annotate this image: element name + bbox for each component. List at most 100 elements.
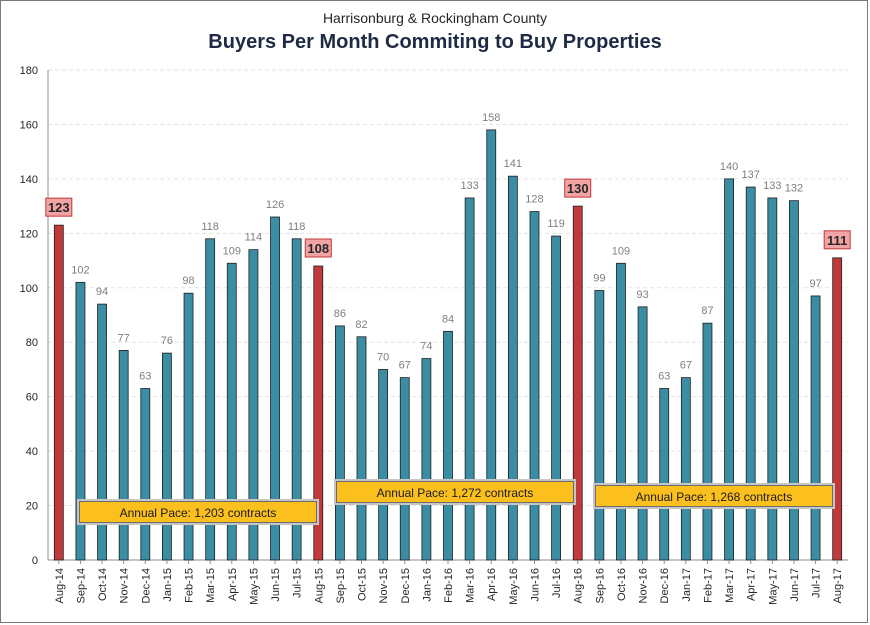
data-label: 99 (593, 273, 605, 285)
y-tick-label: 160 (20, 119, 38, 131)
data-label: 77 (118, 332, 130, 344)
x-tick-label: Nov-15 (378, 568, 390, 603)
data-label: 82 (355, 319, 367, 331)
bar (334, 325, 345, 561)
y-tick-label: 20 (26, 501, 38, 513)
chart-title: Buyers Per Month Commiting to Buy Proper… (208, 31, 662, 53)
y-tick-label: 140 (20, 174, 38, 186)
data-label: 76 (161, 335, 173, 347)
data-label: 130 (567, 181, 589, 196)
data-label: 111 (827, 233, 847, 248)
data-label: 63 (139, 371, 151, 383)
data-label: 63 (658, 371, 670, 383)
x-tick-label: Jul-17 (811, 568, 823, 598)
data-label: 118 (201, 221, 219, 233)
annual-pace-annotation-1: Annual Pace: 1,203 contracts (79, 501, 317, 523)
x-tick-label: May-16 (508, 568, 520, 605)
bar (443, 330, 453, 561)
data-label: 102 (71, 264, 89, 276)
x-tick-label: Nov-14 (119, 568, 131, 603)
bar (118, 349, 129, 561)
data-label: 140 (720, 161, 738, 173)
x-tick-label: Oct-14 (97, 568, 109, 601)
data-label: 133 (763, 180, 781, 192)
x-tick-label: Mar-16 (465, 568, 477, 603)
data-label: 158 (482, 112, 500, 124)
bar (421, 358, 432, 561)
data-label: 141 (504, 158, 522, 170)
data-label: 87 (701, 305, 713, 317)
bar (53, 224, 64, 561)
data-label-box (823, 230, 851, 250)
x-tick-label: Aug-15 (313, 568, 325, 603)
bar (529, 211, 540, 561)
x-tick-label: May-17 (767, 568, 779, 605)
y-tick-label: 100 (20, 283, 38, 295)
data-label: 74 (420, 341, 432, 353)
x-tick-label: Jan-16 (421, 568, 433, 602)
y-tick-label: 40 (26, 446, 38, 458)
data-label: 97 (809, 278, 821, 290)
data-label: 132 (785, 183, 803, 195)
x-tick-label: Oct-15 (357, 568, 369, 601)
data-label: 137 (742, 169, 760, 181)
x-tick-label: Nov-16 (638, 568, 650, 603)
annual-pace-annotation-2: Annual Pace: 1,272 contracts (336, 481, 574, 503)
data-label: 94 (96, 286, 108, 298)
data-label: 84 (442, 313, 454, 325)
y-tick-label: 80 (26, 337, 38, 349)
data-label: 123 (48, 200, 70, 215)
data-label: 109 (223, 245, 241, 257)
x-tick-label: Feb-16 (443, 568, 455, 603)
bar (637, 306, 648, 561)
x-tick-label: Dec-16 (659, 568, 671, 603)
x-tick-label: May-15 (248, 568, 260, 605)
y-tick-label: 120 (20, 228, 38, 240)
x-tick-label: Aug-16 (573, 568, 585, 603)
bar (832, 257, 843, 561)
x-tick-label: Dec-14 (140, 568, 152, 603)
data-label: 118 (288, 221, 306, 233)
x-tick-label: Apr-16 (486, 568, 498, 601)
y-tick-label: 180 (20, 65, 38, 77)
bar (572, 205, 583, 561)
bar (162, 352, 172, 561)
data-label-box (304, 238, 332, 258)
data-label: 114 (245, 232, 263, 244)
x-tick-label: Oct-16 (616, 568, 628, 601)
x-tick-label: Mar-15 (205, 568, 217, 603)
x-tick-label: Apr-15 (227, 568, 239, 601)
x-tick-label: Sep-14 (75, 568, 87, 603)
x-tick-label: Mar-17 (724, 568, 736, 603)
bar (810, 295, 821, 561)
x-tick-label: Jun-17 (789, 568, 801, 602)
x-tick-label: Jun-16 (529, 568, 541, 602)
data-label: 70 (377, 351, 389, 363)
x-tick-label: Jan-15 (162, 568, 174, 602)
data-label: 128 (525, 194, 543, 206)
data-label-box (45, 197, 73, 217)
bar (356, 336, 367, 561)
x-tick-label: Dec-15 (400, 568, 412, 603)
bar (378, 369, 389, 561)
data-label: 126 (266, 199, 284, 211)
y-tick-label: 0 (32, 555, 38, 567)
bar (140, 388, 151, 561)
x-tick-label: Sep-16 (594, 568, 606, 603)
data-label: 67 (399, 360, 411, 372)
data-label: 98 (182, 275, 194, 287)
bar (680, 377, 691, 561)
bar (464, 197, 475, 561)
x-tick-label: Feb-17 (702, 568, 714, 603)
data-label: 86 (334, 308, 346, 320)
bar (659, 388, 670, 561)
x-tick-label: Jun-15 (270, 568, 282, 602)
x-tick-label: Jan-17 (681, 568, 693, 602)
bar (594, 290, 605, 561)
data-label: 67 (680, 360, 692, 372)
x-tick-label: Jul-16 (551, 568, 563, 598)
data-label-box (564, 178, 592, 198)
x-tick-label: Aug-14 (54, 568, 66, 603)
data-label: 119 (547, 218, 565, 230)
